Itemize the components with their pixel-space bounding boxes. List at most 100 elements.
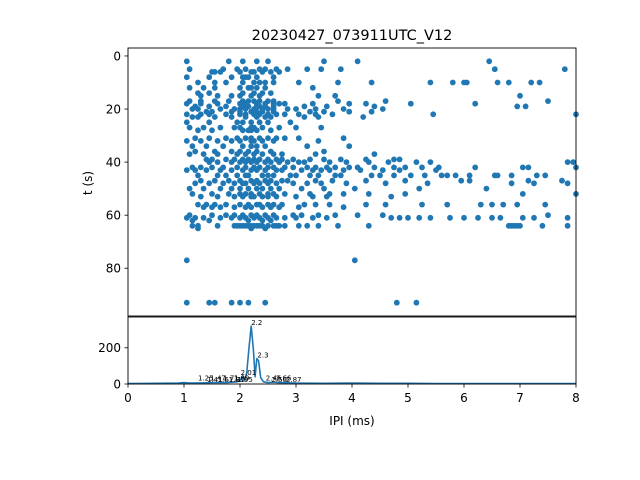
raster-point xyxy=(293,124,299,131)
raster-point xyxy=(276,159,283,166)
raster-point xyxy=(452,172,459,179)
raster-point xyxy=(273,214,280,221)
raster-point xyxy=(228,148,235,155)
raster-point xyxy=(189,106,196,112)
raster-point xyxy=(329,111,336,118)
raster-point xyxy=(211,79,218,86)
raster-point xyxy=(444,201,451,208)
raster-point xyxy=(396,167,403,174)
raster-point xyxy=(183,100,190,107)
raster-point xyxy=(309,214,316,221)
raster-point xyxy=(290,164,297,171)
raster-point xyxy=(407,100,414,107)
raster-point xyxy=(223,212,229,219)
raster-point xyxy=(225,191,232,197)
raster-point xyxy=(209,127,215,134)
raster-point xyxy=(284,66,291,73)
raster-point xyxy=(307,108,313,115)
raster-point xyxy=(189,191,196,197)
raster-point xyxy=(391,156,397,163)
raster-point xyxy=(343,159,350,166)
raster-point xyxy=(209,191,215,197)
raster-point xyxy=(183,299,190,306)
raster-point xyxy=(382,201,389,208)
raster-point xyxy=(461,214,467,221)
raster-point xyxy=(206,111,213,118)
raster-point xyxy=(477,201,484,208)
raster-point xyxy=(189,217,196,224)
raster-point xyxy=(326,201,333,208)
raster-point xyxy=(223,103,229,110)
raster-point xyxy=(239,127,246,134)
peak-label: 1.25 xyxy=(198,374,214,382)
raster-point xyxy=(231,193,238,200)
raster-point xyxy=(223,111,229,118)
raster-point xyxy=(368,108,375,115)
raster-point xyxy=(248,143,255,150)
raster-point xyxy=(214,222,221,229)
histogram-x-tick-label: 1 xyxy=(180,391,188,405)
raster-y-tick-label: 60 xyxy=(106,208,121,222)
raster-point xyxy=(444,172,451,179)
raster-point xyxy=(267,217,274,224)
raster-point xyxy=(253,58,260,65)
raster-point xyxy=(304,164,311,171)
raster-point xyxy=(248,84,255,91)
raster-point xyxy=(259,185,266,192)
raster-point xyxy=(472,100,479,107)
raster-point xyxy=(211,177,218,184)
raster-point xyxy=(293,172,299,179)
raster-point xyxy=(262,159,269,166)
raster-point xyxy=(489,201,495,208)
raster-point xyxy=(223,135,229,142)
raster-point xyxy=(237,159,243,166)
raster-point xyxy=(525,177,532,184)
histogram-x-tick-label: 4 xyxy=(348,391,356,405)
histogram-x-tick-label: 2 xyxy=(236,391,244,405)
histogram-y-tick-label: 0 xyxy=(113,377,121,391)
raster-point xyxy=(231,204,238,211)
raster-point xyxy=(405,214,411,221)
raster-point xyxy=(279,177,285,184)
raster-point xyxy=(273,111,280,118)
raster-point xyxy=(273,167,280,174)
raster-point xyxy=(267,159,274,166)
raster-point xyxy=(402,164,409,171)
raster-point xyxy=(242,159,249,166)
raster-point xyxy=(427,79,434,86)
raster-point xyxy=(248,127,255,134)
raster-point xyxy=(197,100,204,107)
raster-point xyxy=(245,217,252,224)
raster-point xyxy=(545,98,551,104)
raster-point xyxy=(388,214,395,221)
raster-point xyxy=(200,185,207,192)
raster-point xyxy=(209,204,215,211)
raster-point xyxy=(276,204,283,211)
raster-point xyxy=(211,299,218,306)
raster-point xyxy=(351,185,358,192)
raster-point xyxy=(276,185,283,192)
raster-point xyxy=(197,177,204,184)
raster-point xyxy=(309,84,316,91)
raster-point xyxy=(223,79,229,86)
chart-title: 20230427_073911UTC_V12 xyxy=(252,28,453,44)
raster-point xyxy=(354,58,361,65)
raster-point xyxy=(281,100,288,107)
raster-point xyxy=(312,177,319,184)
raster-point xyxy=(419,201,425,208)
raster-point xyxy=(200,204,207,211)
raster-point xyxy=(416,214,423,221)
raster-point xyxy=(253,159,260,166)
raster-point xyxy=(281,214,288,221)
histogram-x-tick-label: 7 xyxy=(516,391,524,405)
histogram-x-tick-label: 8 xyxy=(572,391,580,405)
raster-point xyxy=(262,299,269,306)
raster-point xyxy=(505,79,512,86)
raster-point xyxy=(379,212,386,219)
raster-point xyxy=(228,92,235,99)
raster-point xyxy=(525,164,532,171)
raster-point xyxy=(206,180,213,187)
raster-point xyxy=(214,193,221,200)
